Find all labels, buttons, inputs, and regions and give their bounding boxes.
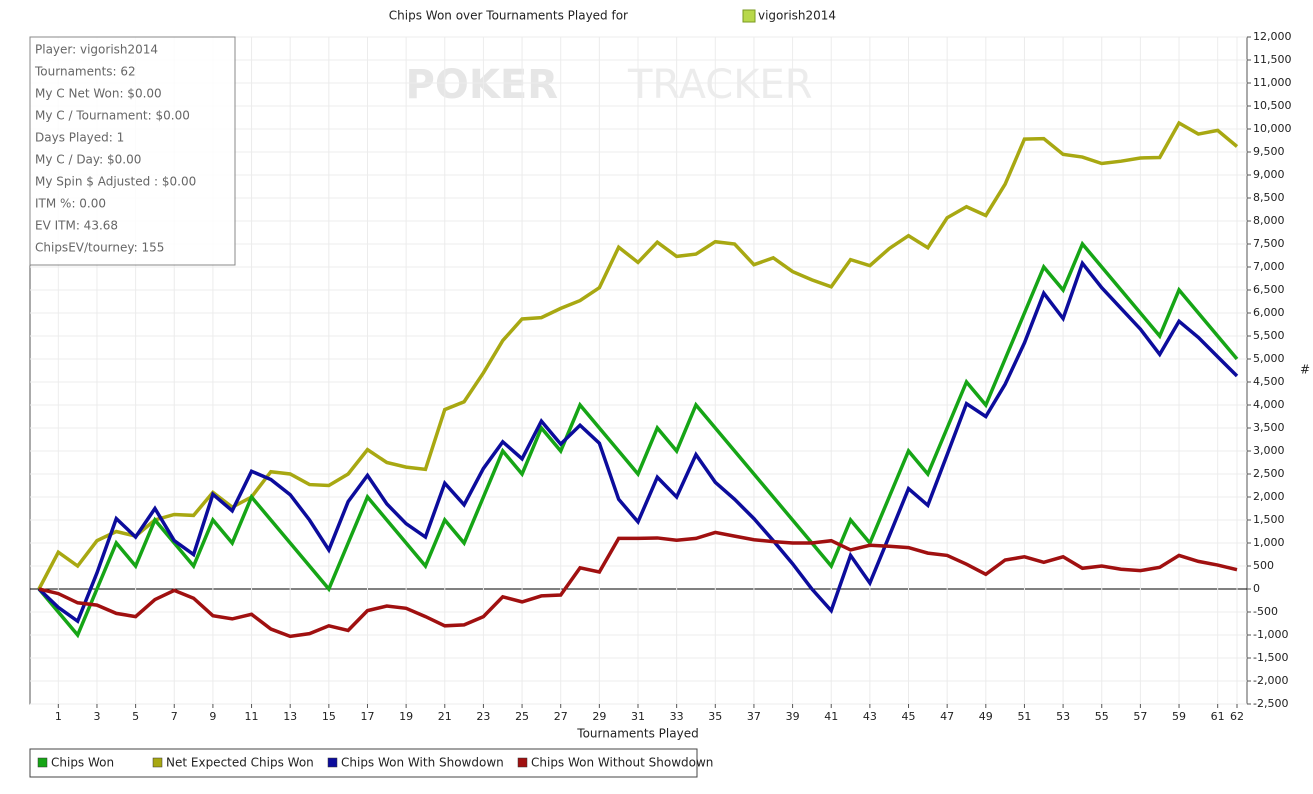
series-line <box>38 530 1238 639</box>
x-tick-label: 41 <box>824 710 838 723</box>
stats-text: ChipsEV/tourney: 155 <box>35 241 164 255</box>
x-axis-title: Tournaments Played <box>576 727 698 741</box>
legend-label: Chips Won With Showdown <box>341 756 504 770</box>
y-tick-label: -2,500 <box>1253 697 1288 710</box>
y-tick-label: 8,500 <box>1253 191 1285 204</box>
x-tick-label: 11 <box>245 710 259 723</box>
watermark: TRACKER <box>627 62 813 108</box>
y-tick-label: 11,000 <box>1253 76 1292 89</box>
x-tick-label: 31 <box>631 710 645 723</box>
player-icon <box>742 9 756 23</box>
legend-swatch <box>37 757 48 768</box>
x-tick-label: 1 <box>55 710 62 723</box>
x-tick-label: 43 <box>863 710 877 723</box>
x-tick-label: 5 <box>132 710 139 723</box>
x-tick-label: 49 <box>979 710 993 723</box>
y-tick-label: 5,500 <box>1253 329 1285 342</box>
y-tick-label: 11,500 <box>1253 53 1292 66</box>
series-line <box>37 240 1239 639</box>
chart-title: Chips Won over Tournaments Played for <box>389 9 628 23</box>
series-line <box>37 259 1239 624</box>
x-tick-label: 21 <box>438 710 452 723</box>
y-tick-label: 7,500 <box>1253 237 1285 250</box>
y-tick-label: 3,000 <box>1253 444 1285 457</box>
y-tick-label: -500 <box>1253 605 1278 618</box>
x-tick-label: 45 <box>902 710 916 723</box>
stats-text: My C / Tournament: $0.00 <box>35 109 190 123</box>
x-tick-label: 51 <box>1017 710 1031 723</box>
x-tick-label: 7 <box>171 710 178 723</box>
watermark: POKER <box>406 62 558 108</box>
y-tick-label: 10,500 <box>1253 99 1292 112</box>
x-tick-label: 37 <box>747 710 761 723</box>
legend-swatch <box>152 757 163 768</box>
y-tick-label: 4,000 <box>1253 398 1285 411</box>
y-tick-label: 7,000 <box>1253 260 1285 273</box>
y-tick-label: -2,000 <box>1253 674 1288 687</box>
x-tick-label: 27 <box>554 710 568 723</box>
y-tick-label: 2,000 <box>1253 490 1285 503</box>
x-tick-label: 57 <box>1133 710 1147 723</box>
x-tick-label: 9 <box>209 710 216 723</box>
x-tick-label: 33 <box>670 710 684 723</box>
x-tick-label: 53 <box>1056 710 1070 723</box>
y-tick-label: 6,500 <box>1253 283 1285 296</box>
y-tick-label: 10,000 <box>1253 122 1292 135</box>
stats-text: Tournaments: 62 <box>34 65 136 79</box>
y-tick-label: 9,000 <box>1253 168 1285 181</box>
stats-text: EV ITM: 43.68 <box>35 219 118 233</box>
y-tick-label: 9,500 <box>1253 145 1285 158</box>
x-tick-label: 61 <box>1211 710 1225 723</box>
x-tick-label: 55 <box>1095 710 1109 723</box>
legend-label: Net Expected Chips Won <box>166 756 314 770</box>
x-tick-label: 23 <box>476 710 490 723</box>
x-tick-label: 17 <box>360 710 374 723</box>
y-tick-label: 0 <box>1253 582 1260 595</box>
y-tick-label: 8,000 <box>1253 214 1285 227</box>
y-tick-label: 6,000 <box>1253 306 1285 319</box>
x-tick-label: 25 <box>515 710 529 723</box>
y-axis-title: # <box>1300 363 1310 377</box>
y-tick-label: -1,500 <box>1253 651 1288 664</box>
legend-label: Chips Won <box>51 756 114 770</box>
x-tick-label: 19 <box>399 710 413 723</box>
stats-text: Days Played: 1 <box>35 131 124 145</box>
y-tick-label: 500 <box>1253 559 1274 572</box>
stats-box <box>29 36 236 266</box>
stats-text: My C Net Won: $0.00 <box>35 87 162 101</box>
x-tick-label: 3 <box>93 710 100 723</box>
y-tick-label: 4,500 <box>1253 375 1285 388</box>
y-tick-label: 2,500 <box>1253 467 1285 480</box>
stats-text: Player: vigorish2014 <box>35 43 158 57</box>
stats-text: My Spin $ Adjusted : $0.00 <box>35 175 196 189</box>
x-tick-label: 13 <box>283 710 297 723</box>
x-tick-label: 15 <box>322 710 336 723</box>
y-tick-label: 12,000 <box>1253 30 1292 43</box>
legend-box <box>29 748 698 778</box>
x-tick-label: 39 <box>786 710 800 723</box>
x-tick-label: 62 <box>1230 710 1244 723</box>
y-tick-label: 3,500 <box>1253 421 1285 434</box>
x-tick-label: 29 <box>592 710 606 723</box>
x-tick-label: 35 <box>708 710 722 723</box>
stats-text: ITM %: 0.00 <box>35 197 106 211</box>
y-tick-label: 1,000 <box>1253 536 1285 549</box>
y-tick-label: 1,500 <box>1253 513 1285 526</box>
legend-swatch <box>327 757 338 768</box>
x-tick-label: 59 <box>1172 710 1186 723</box>
stats-text: My C / Day: $0.00 <box>35 153 141 167</box>
series-line <box>37 120 1239 590</box>
chart-player: vigorish2014 <box>758 9 836 23</box>
y-tick-label: -1,000 <box>1253 628 1288 641</box>
legend-swatch <box>517 757 528 768</box>
legend-label: Chips Won Without Showdown <box>531 756 713 770</box>
x-tick-label: 47 <box>940 710 954 723</box>
y-tick-label: 5,000 <box>1253 352 1285 365</box>
